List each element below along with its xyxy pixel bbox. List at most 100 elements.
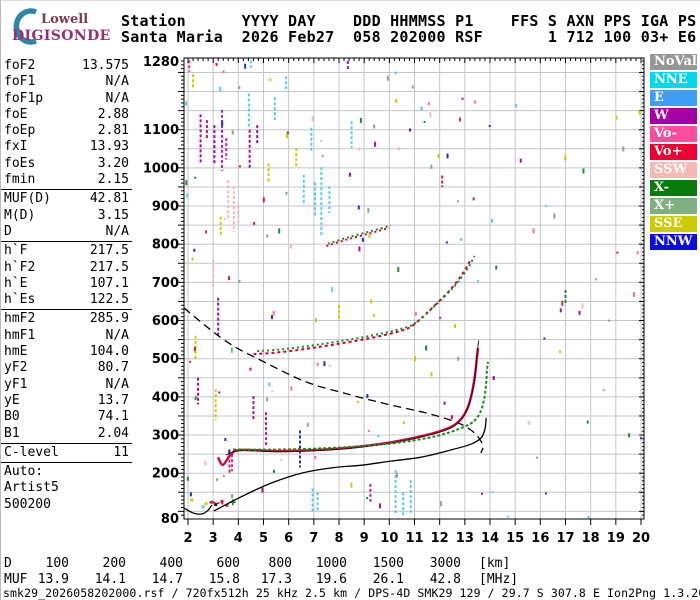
legend-item-nne: NNE <box>650 72 697 88</box>
distance-row-value: 1000 <box>315 556 347 571</box>
param-value: N/A <box>105 376 129 392</box>
y-axis-tick-label: 1000 <box>143 161 179 176</box>
param-row: B0 74.1 <box>1 409 132 425</box>
y-axis-tick-label: 600 <box>152 314 179 329</box>
distance-row-value: 600 <box>216 556 240 571</box>
direction-legend: NoVal NNE E W Vo- Vo+ SSW X- X+ SSE NNW <box>650 54 698 252</box>
param-value: 217.5 <box>89 259 129 275</box>
param-label: Artist5 <box>4 480 59 496</box>
y-axis-tick-label: 700 <box>152 276 179 291</box>
legend-item-noval: NoVal <box>650 54 697 70</box>
muf-row-label: MUF <box>4 572 28 587</box>
param-label: foEp <box>4 123 36 139</box>
param-label: M(D) <box>4 207 36 223</box>
trace-f-trace-core <box>225 340 480 456</box>
distance-row-value: 400 <box>159 556 183 571</box>
param-label: foF2 <box>4 58 36 73</box>
muf-row-value: 19.6 <box>315 572 347 587</box>
x-axis-tick-label: 9 <box>360 531 369 546</box>
param-row: foEp 2.81 <box>1 123 132 139</box>
param-row: foE 2.88 <box>1 107 132 123</box>
legend-item-sse: SSE <box>650 216 697 232</box>
x-axis-tick-label: 17 <box>556 531 574 546</box>
param-row: fxI 13.93 <box>1 139 132 155</box>
param-label: B1 <box>4 425 20 441</box>
param-label: foF1p <box>4 90 44 106</box>
param-label: foEs <box>4 155 36 171</box>
param-label: h`Es <box>4 292 36 308</box>
param-row: foF1 N/A <box>1 74 132 90</box>
x-axis-tick-label: 8 <box>334 531 343 546</box>
x-axis-tick-label: 16 <box>531 531 549 546</box>
param-value: 2.04 <box>97 425 129 441</box>
param-row: hmE 104.0 <box>1 344 132 360</box>
x-axis-tick-label: 10 <box>380 531 398 546</box>
trace-true-height-profile <box>213 417 487 512</box>
distance-row-label: D <box>4 556 12 571</box>
legend-item-e: E <box>650 90 697 106</box>
header-line-2: Santa Maria 2026 Feb27 058 202000 RSF 1 … <box>121 28 697 46</box>
param-label: yF2 <box>4 360 28 376</box>
x-axis-tick-label: 12 <box>431 531 449 546</box>
distance-row-value: 1500 <box>372 556 404 571</box>
muf-row-value: 17.3 <box>260 572 292 587</box>
param-label: hmF1 <box>4 327 36 343</box>
legend-item-ssw: SSW <box>650 162 697 178</box>
x-axis-tick-label: 15 <box>506 531 524 546</box>
separator-line <box>1 309 132 311</box>
param-label: h`E <box>4 275 28 291</box>
param-label: MUF(D) <box>4 191 51 207</box>
param-row: hmF1 N/A <box>1 328 132 344</box>
param-row: foF2 13.575 <box>1 58 132 74</box>
parameter-panel: foF2 13.575 foF1 N/A foF1p N/A foE 2.88 foEp 2.81… <box>1 58 132 513</box>
param-row: D N/A <box>1 224 132 240</box>
param-label: h`F2 <box>4 259 36 275</box>
x-axis-tick-label: 18 <box>582 531 600 546</box>
param-row: 500200 <box>1 497 132 513</box>
x-axis-tick-label: 5 <box>259 531 268 546</box>
x-axis-tick-label: 2 <box>183 531 192 546</box>
muf-row-unit: [MHz] <box>479 572 519 587</box>
legend-item-vo: Vo- <box>650 126 697 142</box>
legend-item-w: W <box>650 108 697 124</box>
trace-f-trace-x-mode <box>233 361 489 451</box>
lowell-digisonde-logo: Lowell DIGISONDE <box>5 5 117 49</box>
separator-line <box>1 241 132 243</box>
y-axis-tick-label: 1100 <box>143 123 179 138</box>
x-axis-tick-label: 14 <box>481 531 499 546</box>
param-value: 107.1 <box>89 275 129 291</box>
x-axis-tick-label: 20 <box>632 531 650 546</box>
param-label: D <box>4 223 12 239</box>
param-label: foF1 <box>4 74 36 90</box>
param-row: h`F 217.5 <box>1 243 132 259</box>
x-axis-tick-label: 7 <box>309 531 318 546</box>
y-axis-tick-label: 200 <box>152 467 179 482</box>
param-label: fmin <box>4 172 36 188</box>
param-value: 13.7 <box>97 392 129 408</box>
param-row: MUF(D) 42.81 <box>1 191 132 207</box>
param-value: 2.15 <box>97 172 129 188</box>
param-row: hmF2 285.9 <box>1 311 132 327</box>
param-label: foE <box>4 106 28 122</box>
separator-line <box>1 462 132 464</box>
trace-third-hop-o <box>326 226 390 248</box>
param-value: N/A <box>105 74 129 90</box>
trace-second-hop-x <box>257 255 476 353</box>
y-axis-tick-label: 500 <box>152 352 179 367</box>
param-row: Artist5 <box>1 480 132 496</box>
y-axis-tick-label: 1280 <box>143 55 179 70</box>
param-value: 13.575 <box>82 58 129 73</box>
muf-row-value: 14.1 <box>94 572 126 587</box>
param-value: 2.88 <box>97 106 129 122</box>
trace-third-hop-x <box>327 224 392 245</box>
x-axis-tick-label: 4 <box>234 531 243 546</box>
param-value: 13.93 <box>89 139 129 155</box>
status-bar: smk29_2026058202000.rsf / 720fx512h 25 k… <box>3 586 700 600</box>
muf-row: MUF 13.9 14.1 14.7 15.8 17.3 19.6 26.1 42.8 [MHz] <box>1 572 700 587</box>
param-row: fmin 2.15 <box>1 172 132 188</box>
trace-es-trace <box>209 501 225 505</box>
y-axis-tick-label: 800 <box>152 238 179 253</box>
param-label: Auto: <box>4 464 44 480</box>
gridlines <box>184 58 644 519</box>
separator-line <box>1 442 132 444</box>
